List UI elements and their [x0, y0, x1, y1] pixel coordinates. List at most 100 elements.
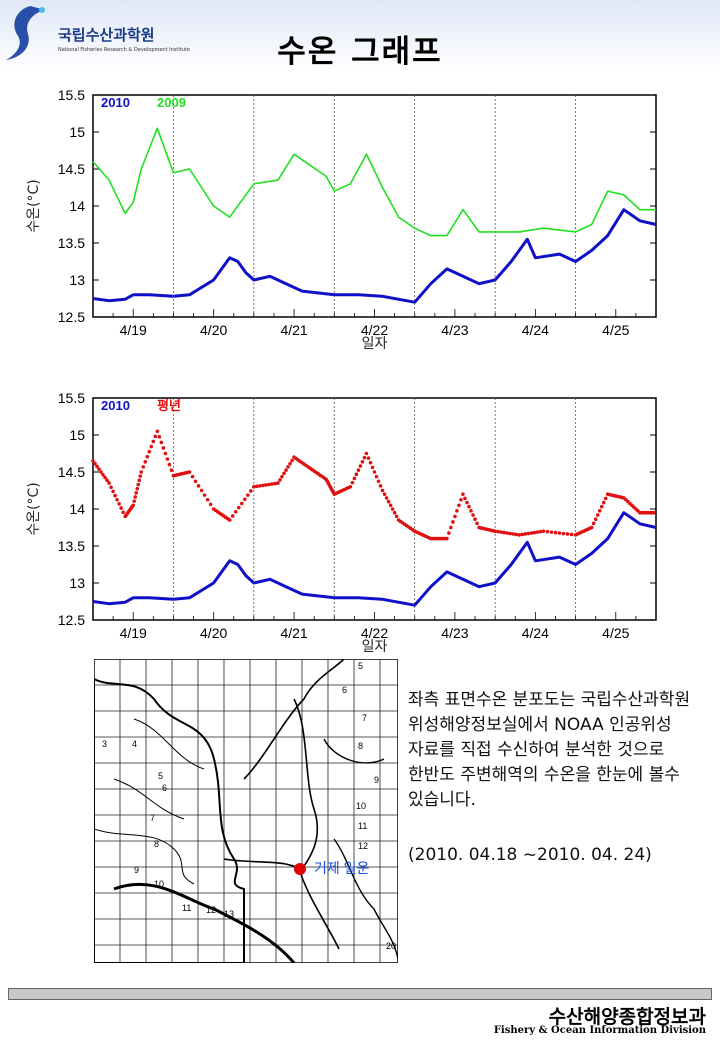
series-point	[133, 495, 138, 499]
series-point	[135, 486, 140, 491]
series-point	[286, 465, 290, 469]
logo-korean: 국립수산과학원	[58, 26, 155, 44]
series-point	[199, 488, 204, 493]
series-point	[362, 455, 367, 460]
x-tick-label: 4/24	[522, 322, 549, 338]
series-point	[167, 462, 172, 467]
x-tick-label: 4/25	[602, 625, 629, 641]
series-point	[134, 491, 139, 495]
series-point	[103, 475, 107, 480]
series-point	[93, 461, 97, 466]
x-tick-label: 4/22	[361, 625, 388, 641]
series-point	[352, 476, 357, 481]
series-point	[368, 460, 373, 465]
series-point	[159, 440, 164, 445]
isotherm-label: 6	[342, 685, 347, 695]
x-tick-label: 4/21	[280, 625, 307, 641]
series-point	[473, 517, 477, 521]
series-point	[467, 504, 471, 509]
series-point	[290, 458, 294, 463]
x-tick-label: 4/20	[200, 625, 227, 641]
series-point	[157, 435, 162, 439]
series-point	[392, 510, 397, 515]
series-point	[208, 502, 213, 507]
series-point	[246, 493, 250, 497]
series-point	[471, 513, 475, 517]
series-point	[386, 499, 391, 504]
series-point	[360, 460, 365, 464]
isotherm-label: 8	[358, 741, 363, 751]
series-point	[388, 503, 393, 508]
map-description: 좌측 표면수온 분포도는 국립수산과학원 위성해양정보실에서 NOAA 인공위성…	[408, 690, 691, 810]
isotherm-label: 10	[154, 879, 164, 889]
isotherm-label: 6	[162, 783, 167, 793]
series-point	[99, 470, 103, 474]
series-point	[589, 525, 594, 530]
x-tick-label: 4/19	[120, 322, 147, 338]
marker-label: 거제 일운	[314, 860, 370, 876]
series-point	[451, 520, 455, 524]
x-tick-label: 4/19	[120, 625, 147, 641]
series-point	[505, 531, 510, 535]
series-point	[493, 529, 497, 533]
series-point	[236, 505, 241, 510]
series-point	[155, 429, 160, 434]
series-point	[350, 480, 355, 485]
series-point	[370, 465, 375, 470]
series-point	[463, 496, 467, 501]
series-point	[394, 514, 399, 519]
x-tick-label: 4/21	[280, 322, 307, 338]
series-point	[469, 509, 473, 513]
series-point	[376, 479, 381, 484]
series-point	[461, 492, 465, 496]
series-point	[390, 507, 395, 511]
series-point	[284, 468, 288, 472]
series-point	[455, 509, 459, 513]
series-point	[532, 530, 537, 535]
isotherm-label: 10	[356, 801, 366, 811]
isotherm-label: 13	[224, 909, 234, 919]
isotherm-label: 9	[134, 865, 139, 875]
series-point	[561, 531, 566, 536]
x-tick-label: 4/20	[200, 322, 227, 338]
y-tick-label: 15	[69, 427, 85, 443]
y-tick-label: 15.5	[58, 87, 85, 103]
isotherm-label: 12	[358, 841, 368, 851]
series-point	[261, 483, 265, 488]
series-point	[557, 531, 562, 535]
x-axis-label: 일자	[362, 336, 388, 352]
series-point	[603, 496, 608, 501]
page-header: 국립수산과학원 National Fisheries Research & De…	[0, 0, 720, 72]
isotherm-label: 4	[132, 739, 137, 749]
series-point	[230, 514, 235, 518]
series-point	[132, 499, 137, 503]
series-point	[384, 496, 389, 500]
series-point	[520, 532, 525, 537]
y-tick-label: 12.5	[58, 309, 85, 325]
series-point	[549, 530, 554, 534]
series-point	[565, 532, 570, 536]
series-point	[595, 513, 600, 517]
series-point	[457, 503, 461, 508]
sea-surface-temperature-map: 3 4 5 6 7 8 9 10 11 12 13 5 6 7 8 9 10 11 12 20 거제 일운	[94, 659, 398, 963]
series-point	[529, 531, 534, 535]
series-point	[593, 517, 598, 521]
series-point	[475, 521, 479, 526]
legend-entry: 2009	[157, 95, 186, 110]
series-point	[163, 451, 168, 456]
series-point	[597, 509, 602, 513]
series-point	[465, 500, 469, 505]
series-point	[258, 484, 262, 488]
series-point	[141, 465, 146, 469]
series-point	[187, 470, 192, 474]
series-point	[535, 530, 540, 534]
isotherm-label: 12	[206, 905, 216, 915]
series-point	[459, 497, 463, 502]
series-point	[545, 529, 550, 534]
y-tick-label: 14	[69, 198, 85, 214]
x-tick-label: 4/23	[441, 322, 468, 338]
series-point	[190, 474, 195, 479]
series-point	[652, 510, 656, 515]
series-point	[273, 481, 277, 486]
temperature-chart-2010-vs-average: 12.5 13 13.5 14 14.5 15 15.5 4/19 4/20 4/21 4/22 4/…	[26, 390, 657, 655]
